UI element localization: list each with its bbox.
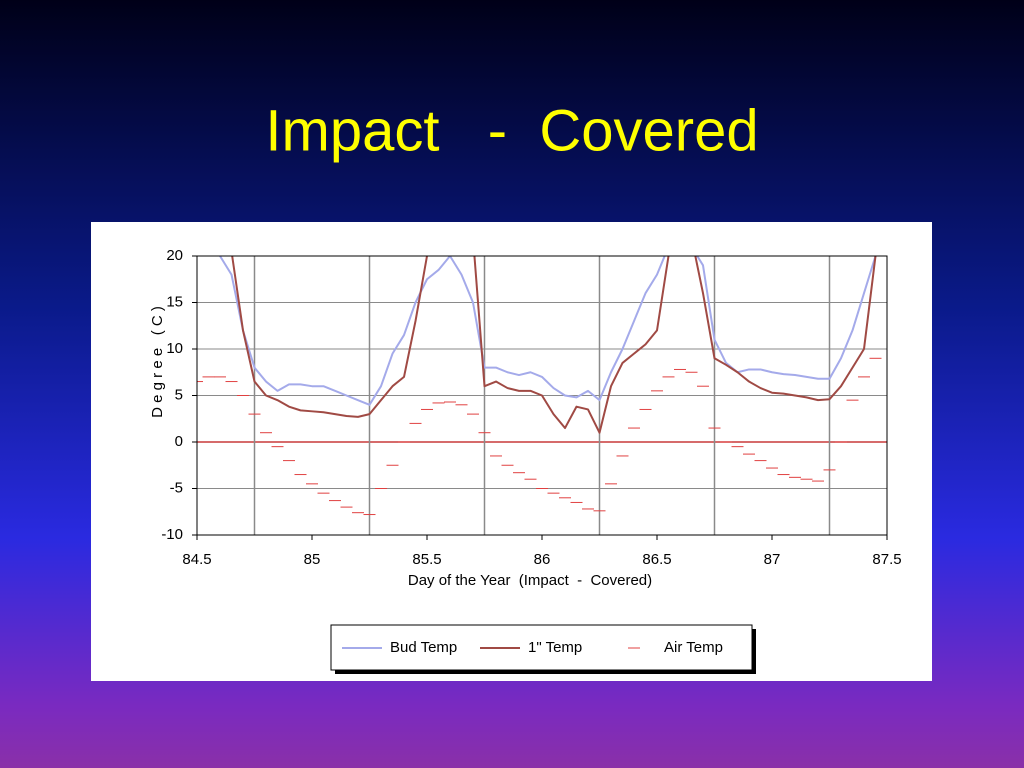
axes: -10 -5 0 5 10 15 20 84.5 85 85.5 86 86.5 87 87.5 xyxy=(161,247,901,568)
slide-title: Impact - Covered xyxy=(265,98,758,163)
legend-label: 1" Temp xyxy=(528,639,582,656)
grid xyxy=(197,255,887,536)
data-line xyxy=(231,256,877,434)
x-tick-label: 87 xyxy=(764,551,781,568)
y-tick-label: 15 xyxy=(166,293,183,310)
y-tick-label: 5 xyxy=(175,386,183,403)
x-tick-label: 86 xyxy=(534,551,551,568)
y-tick-label: -10 xyxy=(161,526,183,543)
y-axis-label: D e g r e e ( C ) xyxy=(149,306,166,418)
legend-label: Bud Temp xyxy=(390,639,457,656)
x-tick-label: 86.5 xyxy=(642,551,671,568)
data-line xyxy=(218,256,877,406)
y-tick-label: 0 xyxy=(175,433,183,450)
chart-panel xyxy=(91,222,932,681)
x-tick-label: 84.5 xyxy=(182,551,211,568)
x-axis-label: Day of the Year (Impact - Covered) xyxy=(408,572,652,589)
plot-area xyxy=(197,256,882,516)
legend-label: Air Temp xyxy=(664,639,723,656)
y-tick-label: 10 xyxy=(166,340,183,357)
legend: Bud Temp 1" Temp Air Temp xyxy=(342,639,723,656)
x-tick-label: 85 xyxy=(304,551,321,568)
plot-frame xyxy=(196,255,888,536)
x-tick-label: 87.5 xyxy=(872,551,901,568)
x-tick-label: 85.5 xyxy=(412,551,441,568)
y-tick-label: -5 xyxy=(170,479,183,496)
y-tick-label: 20 xyxy=(166,247,183,264)
legend-box xyxy=(330,624,753,671)
